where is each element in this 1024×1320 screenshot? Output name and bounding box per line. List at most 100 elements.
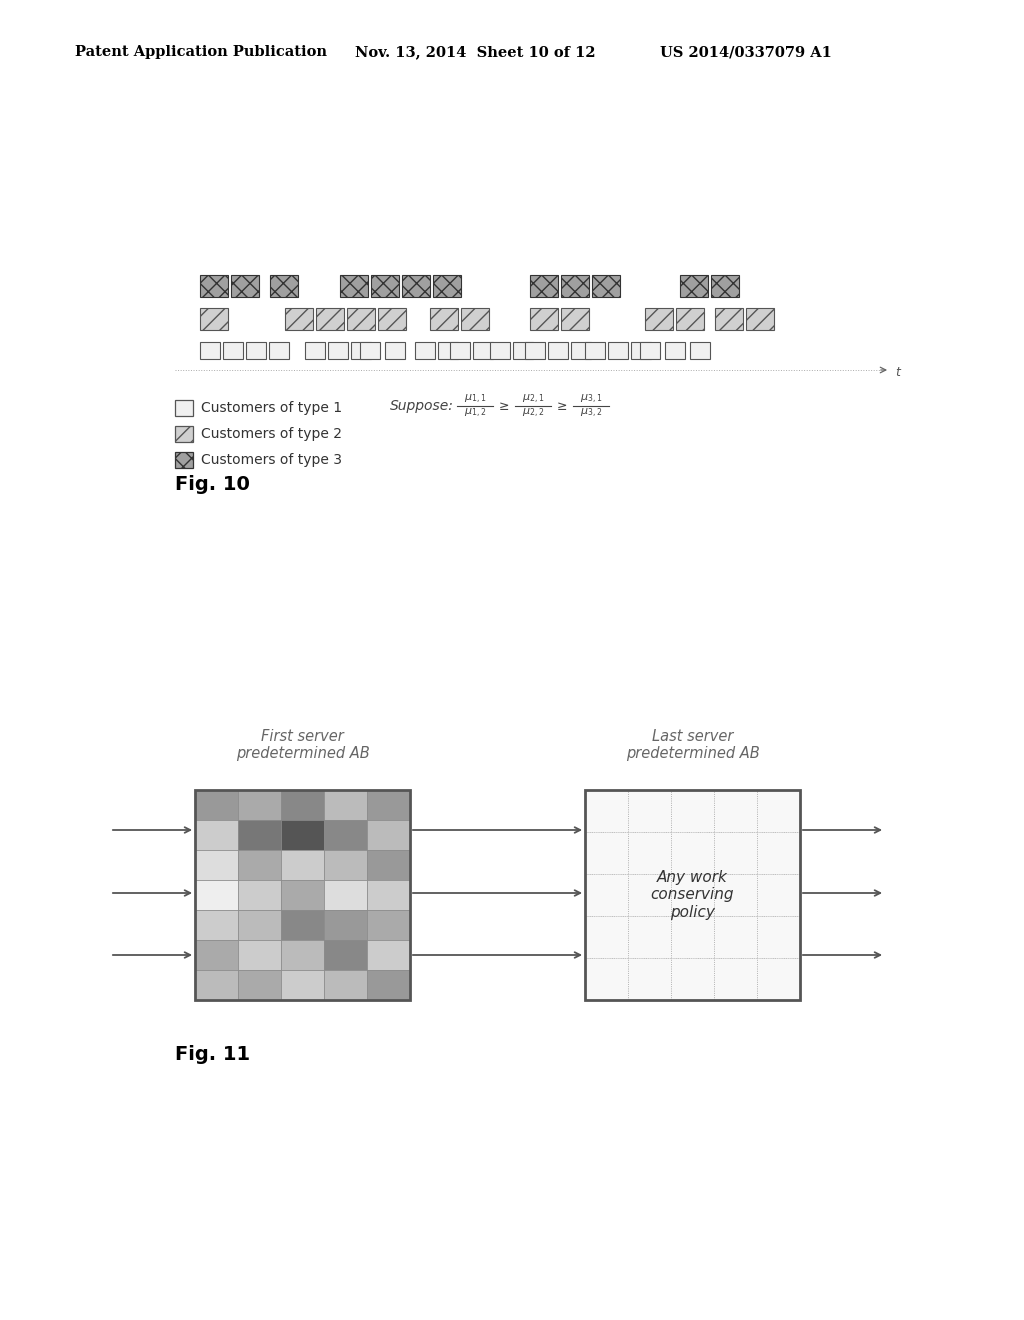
Bar: [714, 958, 757, 1001]
Bar: [269, 342, 289, 359]
Text: Suppose:: Suppose:: [390, 399, 454, 413]
Bar: [608, 342, 628, 359]
Bar: [530, 308, 558, 330]
Bar: [238, 789, 281, 820]
Text: US 2014/0337079 A1: US 2014/0337079 A1: [660, 45, 831, 59]
Bar: [200, 308, 228, 330]
Bar: [281, 909, 324, 940]
Bar: [223, 342, 243, 359]
Text: $\geq$: $\geq$: [554, 400, 567, 412]
Bar: [281, 940, 324, 970]
Bar: [671, 789, 714, 832]
Bar: [324, 880, 367, 909]
Text: $\mu_{1,1}$: $\mu_{1,1}$: [464, 392, 486, 405]
Text: Last server
predetermined AB: Last server predetermined AB: [626, 729, 760, 762]
Bar: [585, 789, 800, 1001]
Bar: [385, 342, 406, 359]
Bar: [628, 916, 671, 958]
Bar: [757, 874, 800, 916]
Text: Customers of type 3: Customers of type 3: [201, 453, 342, 467]
Bar: [714, 832, 757, 874]
Bar: [715, 308, 743, 330]
Bar: [238, 909, 281, 940]
Bar: [195, 970, 238, 1001]
Bar: [195, 909, 238, 940]
Bar: [628, 958, 671, 1001]
Bar: [571, 342, 591, 359]
Bar: [305, 342, 325, 359]
Text: Any work
conserving
policy: Any work conserving policy: [650, 870, 734, 920]
Bar: [628, 832, 671, 874]
Bar: [281, 820, 324, 850]
Bar: [175, 426, 193, 442]
Bar: [347, 308, 375, 330]
Text: Customers of type 2: Customers of type 2: [201, 426, 342, 441]
Text: First server
predetermined AB: First server predetermined AB: [236, 729, 370, 762]
Bar: [328, 342, 348, 359]
Bar: [561, 275, 589, 297]
Bar: [238, 820, 281, 850]
Bar: [281, 850, 324, 880]
Text: Fig. 10: Fig. 10: [175, 475, 250, 494]
Text: Patent Application Publication: Patent Application Publication: [75, 45, 327, 59]
Bar: [513, 342, 534, 359]
Bar: [367, 909, 410, 940]
Bar: [367, 940, 410, 970]
Bar: [473, 342, 493, 359]
Bar: [281, 880, 324, 909]
Bar: [367, 880, 410, 909]
Bar: [645, 308, 673, 330]
Bar: [490, 342, 510, 359]
Bar: [231, 275, 259, 297]
Bar: [585, 874, 628, 916]
Bar: [757, 789, 800, 832]
Text: t: t: [895, 367, 900, 380]
Bar: [324, 789, 367, 820]
Text: Fig. 11: Fig. 11: [175, 1045, 250, 1064]
Bar: [246, 342, 266, 359]
Bar: [714, 789, 757, 832]
Bar: [690, 342, 710, 359]
Bar: [415, 342, 435, 359]
Bar: [367, 789, 410, 820]
Bar: [671, 832, 714, 874]
Bar: [714, 874, 757, 916]
Bar: [281, 970, 324, 1001]
Bar: [238, 880, 281, 909]
Bar: [665, 342, 685, 359]
Bar: [430, 308, 458, 330]
Bar: [195, 820, 238, 850]
Bar: [461, 308, 489, 330]
Bar: [757, 916, 800, 958]
Bar: [714, 916, 757, 958]
Bar: [585, 342, 605, 359]
Text: Nov. 13, 2014  Sheet 10 of 12: Nov. 13, 2014 Sheet 10 of 12: [355, 45, 596, 59]
Bar: [640, 342, 660, 359]
Text: $\mu_{3,1}$: $\mu_{3,1}$: [580, 392, 602, 405]
Bar: [195, 850, 238, 880]
Bar: [585, 958, 628, 1001]
Bar: [367, 850, 410, 880]
Bar: [433, 275, 461, 297]
Bar: [195, 789, 410, 1001]
Bar: [367, 970, 410, 1001]
Bar: [238, 850, 281, 880]
Bar: [548, 342, 568, 359]
Text: $\geq$: $\geq$: [497, 400, 510, 412]
Bar: [561, 308, 589, 330]
Bar: [711, 275, 739, 297]
Text: $\mu_{2,2}$: $\mu_{2,2}$: [522, 407, 544, 420]
Text: $\mu_{2,1}$: $\mu_{2,1}$: [522, 392, 544, 405]
Bar: [200, 342, 220, 359]
Bar: [195, 789, 238, 820]
Bar: [628, 789, 671, 832]
Bar: [175, 451, 193, 469]
Bar: [585, 916, 628, 958]
Bar: [270, 275, 298, 297]
Bar: [592, 275, 620, 297]
Bar: [238, 940, 281, 970]
Bar: [367, 820, 410, 850]
Bar: [324, 820, 367, 850]
Bar: [585, 789, 628, 832]
Bar: [680, 275, 708, 297]
